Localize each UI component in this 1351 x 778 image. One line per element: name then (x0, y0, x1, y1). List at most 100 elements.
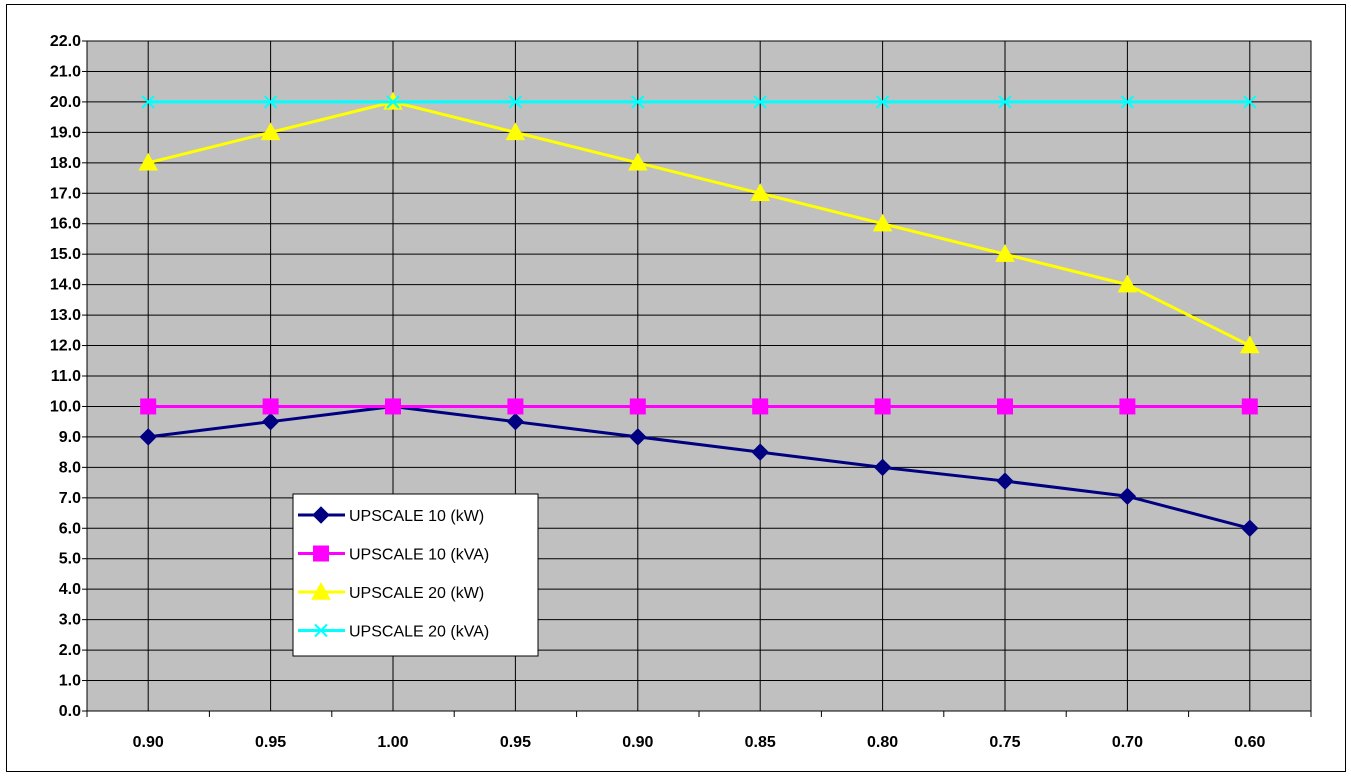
series-line (148, 404, 1251, 530)
data-point (875, 95, 890, 109)
series-2 (140, 398, 1258, 415)
data-point (627, 152, 648, 171)
data-point (506, 412, 525, 431)
data-point (138, 152, 159, 171)
data-point (872, 213, 893, 232)
data-point (873, 458, 892, 477)
y-tick-label: 13.0 (50, 307, 81, 324)
data-point (629, 428, 647, 446)
data-point (996, 472, 1014, 490)
data-point (260, 122, 281, 141)
data-point-stroke (1243, 95, 1257, 109)
data-point (386, 95, 400, 109)
y-tick-label: 5.0 (59, 551, 81, 568)
x-tick-label: 0.95 (500, 734, 531, 751)
data-point (314, 623, 328, 638)
data-point (751, 443, 769, 461)
legend-entry: UPSCALE 10 (kW) (298, 506, 484, 525)
data-point (998, 95, 1012, 109)
y-tick-label: 8.0 (59, 459, 81, 476)
data-point (629, 398, 646, 415)
y-tick-label: 1.0 (59, 673, 81, 690)
y-tick-label: 16.0 (50, 216, 81, 233)
data-point (312, 506, 330, 524)
legend-label: UPSCALE 10 (kVA) (349, 547, 489, 564)
x-tick-label: 0.90 (133, 734, 164, 751)
data-point (139, 428, 157, 446)
data-point (313, 545, 329, 562)
data-point (1117, 274, 1138, 293)
legend: UPSCALE 10 (kW) UPSCALE 10 (kVA) UPSCALE 2… (292, 493, 539, 657)
data-point (505, 122, 526, 141)
data-point (261, 412, 280, 431)
legend-entry: UPSCALE 10 (kVA) (298, 545, 489, 564)
series-line (147, 100, 1251, 347)
x-tick-label: 1.00 (377, 734, 408, 751)
y-tick-label: 3.0 (59, 612, 81, 629)
x-tick-label: 0.75 (989, 734, 1020, 751)
series-3 (138, 91, 1260, 354)
data-point (508, 95, 523, 109)
data-point (631, 95, 645, 109)
data-point (1118, 487, 1137, 506)
data-point (1243, 95, 1257, 109)
data-point (995, 244, 1015, 262)
data-point (140, 398, 157, 415)
data-point (753, 95, 767, 109)
data-point (1241, 398, 1258, 415)
legend-entry: UPSCALE 20 (kVA) (298, 624, 489, 641)
data-point (750, 183, 771, 201)
x-tick-label: 0.80 (867, 734, 898, 751)
data-point (1119, 398, 1136, 415)
data-point (1120, 95, 1135, 109)
x-tick-label: 0.70 (1112, 734, 1143, 751)
y-tick-label: 15.0 (50, 246, 81, 263)
data-point (1239, 335, 1260, 354)
y-tick-label: 11.0 (51, 368, 81, 385)
y-tick-label: 9.0 (59, 429, 81, 446)
y-tick-label: 7.0 (59, 490, 81, 507)
x-tick-label: 0.85 (745, 734, 776, 751)
data-point (507, 398, 524, 415)
data-point (262, 398, 279, 415)
data-point-stroke (998, 95, 1012, 109)
data-point-stroke (875, 95, 890, 109)
data-point (385, 398, 401, 415)
y-tick-label: 10.0 (50, 398, 81, 415)
x-tick-label: 0.60 (1234, 734, 1265, 751)
y-tick-label: 18.0 (50, 155, 81, 172)
data-point-stroke (631, 95, 645, 109)
data-point-stroke (314, 623, 328, 638)
legend-label: UPSCALE 20 (kVA) (349, 624, 489, 641)
y-tick-label: 4.0 (59, 581, 81, 598)
data-point (263, 95, 278, 109)
data-point-stroke (508, 95, 523, 109)
data-point (141, 95, 155, 109)
data-point (1241, 519, 1259, 537)
data-point-stroke (1120, 95, 1135, 109)
y-tick-label: 14.0 (50, 277, 81, 294)
data-point (752, 398, 769, 415)
y-tick-label: 2.0 (59, 642, 81, 659)
y-tick-label: 17.0 (50, 185, 81, 202)
data-point (874, 398, 891, 415)
legend-label: UPSCALE 20 (kW) (349, 585, 484, 602)
data-point-stroke (141, 95, 155, 109)
y-tick-label: 22.0 (50, 33, 81, 50)
data-point-stroke (263, 95, 278, 109)
y-tick-label: 12.0 (50, 338, 81, 355)
data-point (311, 581, 331, 600)
y-tick-label: 6.0 (59, 520, 81, 537)
data-point (997, 398, 1013, 415)
y-tick-label: 20.0 (50, 94, 81, 111)
legend-label: UPSCALE 10 (kW) (349, 508, 484, 525)
data-point-stroke (386, 95, 400, 109)
y-tick-label: 21.0 (50, 63, 81, 80)
series-4 (141, 95, 1257, 109)
y-tick-label: 0.0 (59, 703, 81, 720)
data-point-stroke (753, 95, 767, 109)
x-tick-label: 0.95 (255, 734, 286, 751)
x-tick-label: 0.90 (622, 734, 653, 751)
y-tick-label: 19.0 (50, 124, 81, 141)
